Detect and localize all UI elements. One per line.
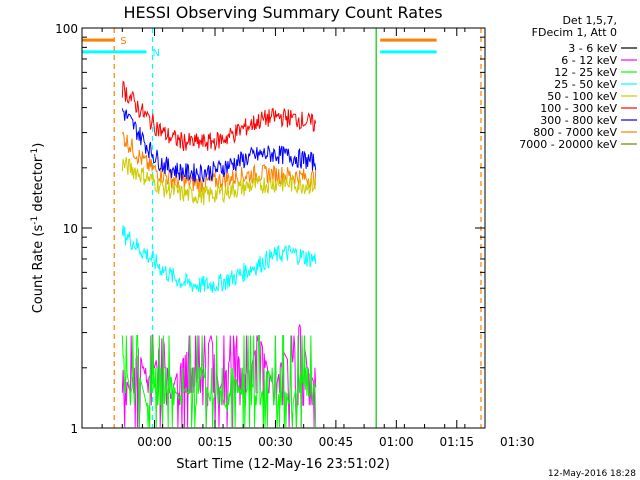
x-tick-label: 00:30 bbox=[258, 435, 293, 449]
flag-label-n: N bbox=[152, 48, 159, 59]
x-tick-label: 01:00 bbox=[379, 435, 414, 449]
footer-timestamp: 12-May-2016 18:28 bbox=[548, 469, 636, 479]
legend-entry-label: 300 - 800 keV bbox=[540, 114, 617, 127]
x-tick-label: 01:15 bbox=[439, 435, 474, 449]
series-line-12-25-kev bbox=[121, 335, 317, 428]
legend-entry-label: 50 - 100 keV bbox=[547, 90, 617, 103]
x-tick-label: 01:30 bbox=[500, 435, 535, 449]
y-tick-label: 10 bbox=[63, 222, 78, 236]
legend-entry-label: 800 - 7000 keV bbox=[533, 126, 617, 139]
series-line-100-300-kev bbox=[121, 80, 317, 151]
x-axis-label: Start Time (12-May-16 23:51:02) bbox=[176, 457, 390, 472]
x-tick-label: 00:00 bbox=[137, 435, 172, 449]
series-line-50-100-kev bbox=[121, 156, 317, 206]
y-tick-label: 1 bbox=[70, 422, 78, 436]
y-axis-label-part2: detector bbox=[31, 156, 46, 216]
legend-entry-label: 7000 - 20000 keV bbox=[519, 138, 617, 151]
series-line-800-7000-kev bbox=[121, 131, 317, 193]
legend-entry-label: 3 - 6 keV bbox=[568, 42, 617, 55]
y-axis-label: Count Rate (s-1 detector-1) bbox=[30, 143, 46, 314]
chart-title: HESSI Observing Summary Count Rates bbox=[123, 3, 442, 22]
y-axis-label-superscript2: -1 bbox=[30, 148, 40, 157]
series-lines bbox=[121, 80, 317, 428]
legend-entry-label: 25 - 50 keV bbox=[554, 78, 617, 91]
observing-flags: SN bbox=[82, 36, 437, 59]
y-axis-label-part3: ) bbox=[31, 143, 46, 148]
legend-header-line: Det 1,5,7, bbox=[562, 14, 617, 27]
legend-header-line: FDecim 1, Att 0 bbox=[532, 26, 617, 39]
series-line-25-50-kev bbox=[121, 225, 317, 293]
x-tick-label: 00:15 bbox=[198, 435, 233, 449]
legend-entry-label: 12 - 25 keV bbox=[554, 66, 617, 79]
x-tick-label: 00:45 bbox=[319, 435, 354, 449]
y-axis-label-part1: Count Rate (s bbox=[31, 225, 46, 314]
series-line-300-800-kev bbox=[121, 108, 317, 183]
x-axis-ticks: 00:00 00:15 00:30 00:45 01:00 01:15 01:30 bbox=[81, 28, 535, 449]
y-axis-ticks: 1 10 100 bbox=[55, 22, 485, 436]
flag-label-s: S bbox=[120, 36, 126, 47]
y-axis-label-superscript1: -1 bbox=[30, 216, 40, 225]
y-tick-label: 100 bbox=[55, 22, 78, 36]
legend-entry-label: 100 - 300 keV bbox=[540, 102, 617, 115]
legend-entry-label: 6 - 12 keV bbox=[561, 54, 617, 67]
